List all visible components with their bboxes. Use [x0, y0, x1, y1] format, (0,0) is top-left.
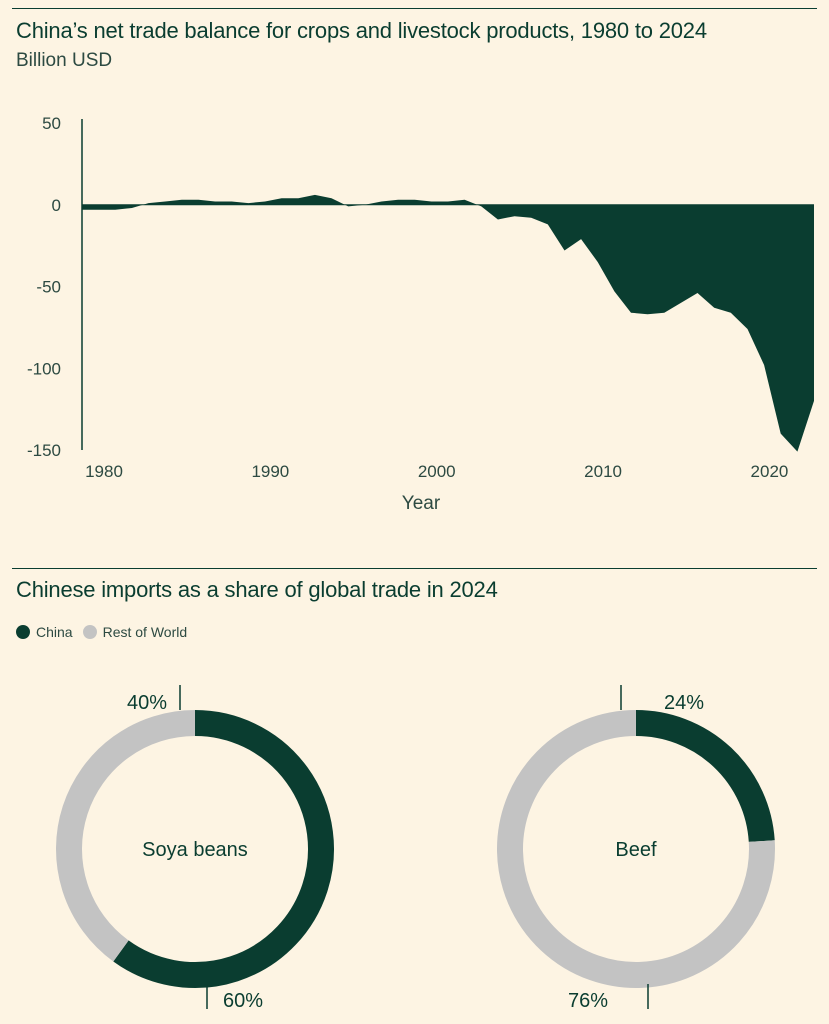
x-tick-label: 2020: [751, 462, 789, 481]
section-rule: [12, 568, 817, 569]
pct-label-china: 24%: [664, 692, 704, 714]
y-tick-label: -100: [27, 359, 61, 378]
top-rule: [12, 8, 817, 9]
donut-center-label: Soya beans: [142, 839, 248, 861]
legend-item-rest: Rest of World: [82, 624, 188, 640]
y-tick-label: 0: [52, 196, 61, 215]
donut-segment-rest: [56, 710, 196, 962]
pct-label-china: 60%: [223, 990, 263, 1012]
x-tick-label: 1990: [251, 462, 289, 481]
y-tick-label: 50: [42, 114, 61, 133]
legend-item-china: China: [16, 624, 73, 640]
x-tick-label: 2010: [584, 462, 622, 481]
pct-label-rest: 76%: [568, 990, 608, 1012]
chart-subtitle: Billion USD: [16, 50, 113, 71]
legend-dot-china: [16, 625, 30, 639]
legend-label-china: China: [36, 624, 73, 640]
donut-center-label: Beef: [615, 839, 657, 861]
donut-segment-china: [635, 710, 775, 843]
y-tick-label: -50: [36, 278, 61, 297]
donut-segment-rest: [497, 710, 775, 988]
net-trade-area: [82, 194, 814, 452]
x-axis-title: Year: [402, 493, 441, 514]
legend-dot-rest: [82, 625, 97, 639]
legend-label-rest: Rest of World: [102, 624, 188, 640]
pct-label-rest: 40%: [127, 692, 167, 714]
donut-segment-china: [113, 710, 334, 988]
legend: China Rest of World: [16, 624, 197, 640]
y-tick-label: -150: [27, 441, 61, 460]
chart-title: China’s net trade balance for crops and …: [16, 18, 707, 43]
donut-section-title: Chinese imports as a share of global tra…: [16, 577, 498, 602]
x-tick-label: 2000: [418, 462, 456, 481]
x-tick-label: 1980: [85, 462, 123, 481]
